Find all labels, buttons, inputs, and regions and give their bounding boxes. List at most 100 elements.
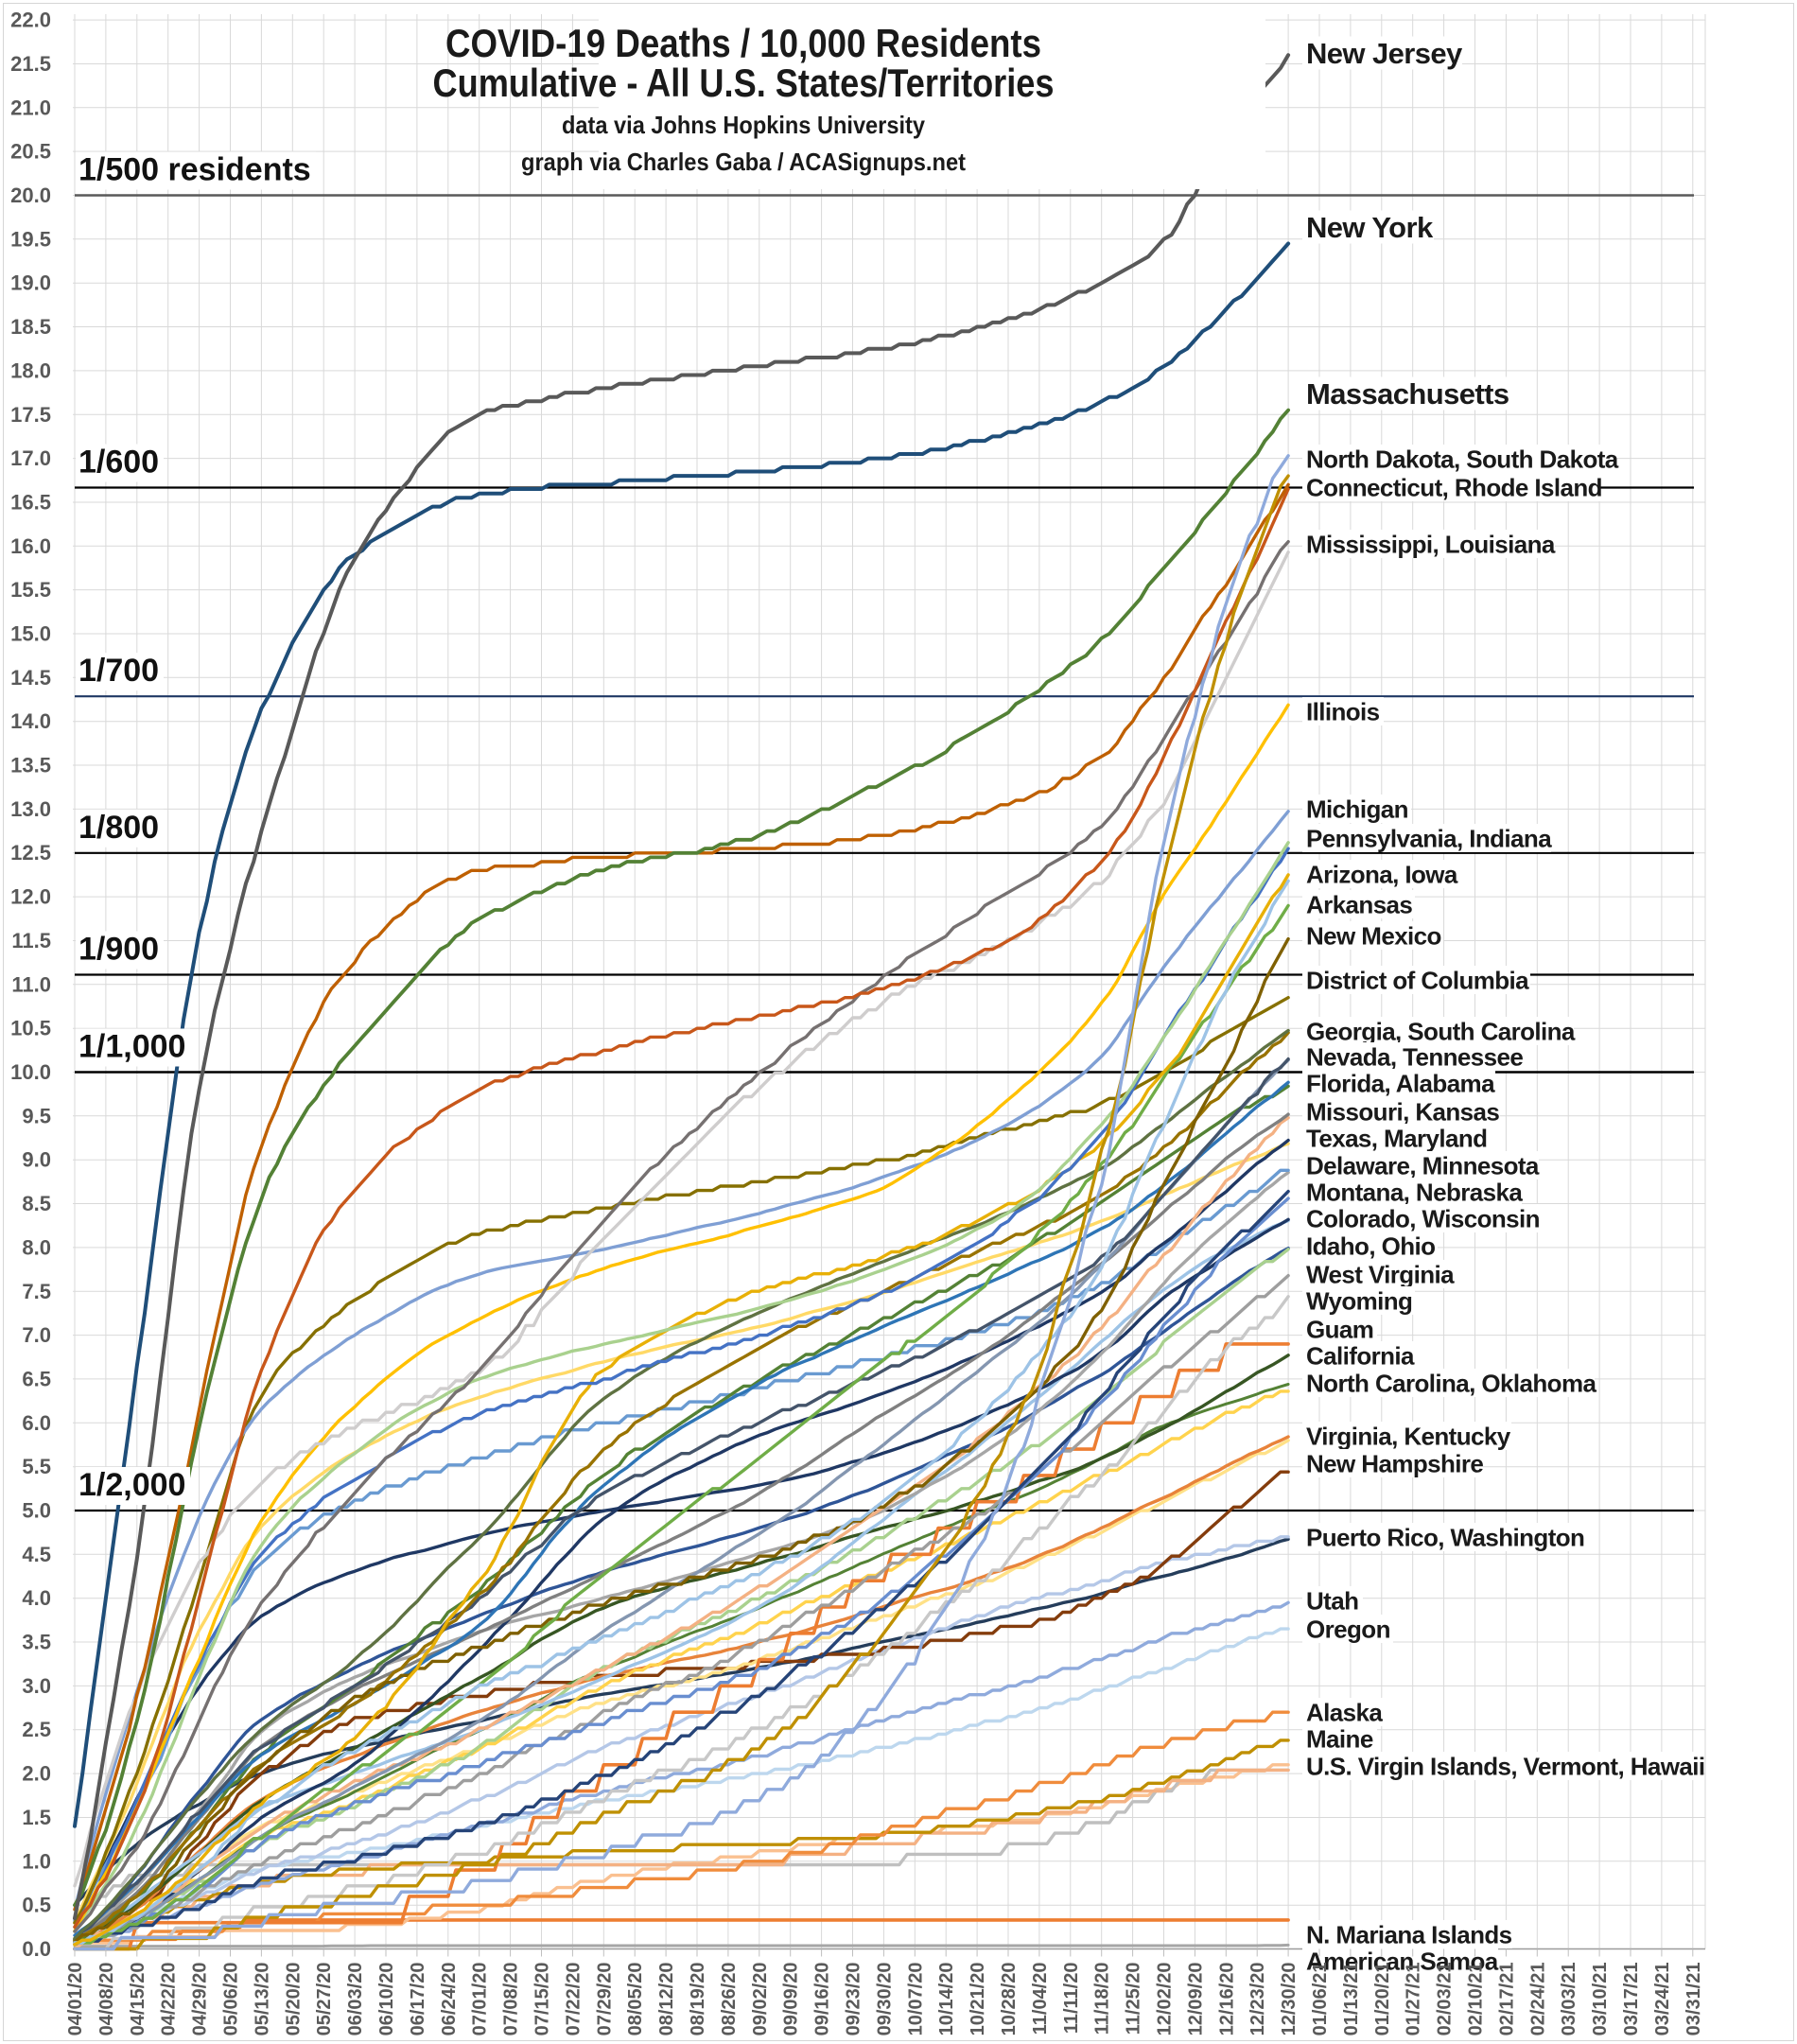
svg-text:20.0: 20.0 [10, 183, 51, 207]
svg-text:COVID-19 Deaths / 10,000 Resid: COVID-19 Deaths / 10,000 Residents [445, 21, 1041, 65]
svg-text:04/29/20: 04/29/20 [190, 1963, 211, 2036]
svg-text:5.5: 5.5 [22, 1455, 51, 1478]
svg-text:Oregon: Oregon [1306, 1615, 1390, 1643]
svg-text:02/10/21: 02/10/21 [1466, 1963, 1487, 2036]
svg-text:Puerto Rico, Washington: Puerto Rico, Washington [1306, 1523, 1584, 1551]
svg-text:3.5: 3.5 [22, 1631, 51, 1654]
svg-text:03/31/21: 03/31/21 [1684, 1963, 1704, 2036]
svg-text:04/15/20: 04/15/20 [128, 1963, 148, 2036]
svg-text:Massachusetts: Massachusetts [1306, 377, 1509, 411]
svg-text:U.S. Virgin Islands, Vermont,: U.S. Virgin Islands, Vermont, Hawaii [1306, 1752, 1705, 1780]
svg-text:New Hampshire: New Hampshire [1306, 1449, 1483, 1477]
svg-text:11.5: 11.5 [11, 929, 51, 952]
svg-text:05/20/20: 05/20/20 [283, 1963, 304, 2036]
svg-text:09/30/20: 09/30/20 [874, 1963, 895, 2036]
svg-text:15.0: 15.0 [10, 622, 51, 646]
svg-text:10/28/20: 10/28/20 [999, 1963, 1020, 2036]
svg-text:West Virginia: West Virginia [1306, 1260, 1455, 1288]
svg-text:2.5: 2.5 [22, 1718, 51, 1741]
svg-text:06/03/20: 06/03/20 [345, 1963, 366, 2036]
svg-text:10/21/20: 10/21/20 [968, 1963, 988, 2036]
svg-text:Alaska: Alaska [1306, 1698, 1383, 1726]
svg-text:02/03/21: 02/03/21 [1435, 1963, 1456, 2036]
svg-text:9.0: 9.0 [22, 1148, 51, 1172]
svg-text:08/12/20: 08/12/20 [656, 1963, 677, 2036]
svg-text:13.5: 13.5 [10, 754, 51, 777]
svg-text:14.0: 14.0 [10, 709, 51, 733]
svg-text:11/25/20: 11/25/20 [1124, 1963, 1144, 2035]
svg-text:8.0: 8.0 [22, 1235, 51, 1259]
svg-text:0.0: 0.0 [22, 1937, 51, 1961]
svg-text:11/11/20: 11/11/20 [1061, 1963, 1082, 2035]
svg-text:08/19/20: 08/19/20 [688, 1963, 708, 2036]
svg-text:7.5: 7.5 [22, 1280, 51, 1303]
svg-text:9.5: 9.5 [22, 1104, 51, 1127]
svg-text:16.5: 16.5 [10, 491, 51, 515]
svg-text:09/16/20: 09/16/20 [812, 1963, 833, 2036]
svg-text:1/900: 1/900 [79, 932, 159, 968]
svg-text:22.0: 22.0 [10, 9, 51, 32]
svg-text:21.0: 21.0 [10, 96, 51, 119]
svg-text:09/09/20: 09/09/20 [781, 1963, 802, 2036]
svg-text:21.5: 21.5 [10, 52, 51, 76]
svg-text:Cumulative - All U.S. States/T: Cumulative - All U.S. States/Territories [433, 61, 1055, 105]
svg-text:11/04/20: 11/04/20 [1030, 1963, 1051, 2035]
svg-text:Delaware, Minnesota: Delaware, Minnesota [1306, 1151, 1540, 1179]
svg-text:1/500 residents: 1/500 residents [79, 152, 311, 188]
svg-text:2.0: 2.0 [22, 1762, 51, 1786]
svg-text:Mississippi, Louisiana: Mississippi, Louisiana [1306, 530, 1556, 558]
svg-text:12.0: 12.0 [10, 885, 51, 909]
svg-text:12/30/20: 12/30/20 [1279, 1963, 1300, 2036]
svg-text:12/16/20: 12/16/20 [1216, 1963, 1237, 2036]
svg-text:06/24/20: 06/24/20 [439, 1963, 460, 2036]
svg-text:Illinois: Illinois [1306, 697, 1380, 725]
svg-text:03/17/21: 03/17/21 [1621, 1963, 1642, 2036]
svg-text:Georgia, South Carolina: Georgia, South Carolina [1306, 1017, 1576, 1045]
svg-text:1/2,000: 1/2,000 [79, 1467, 185, 1503]
svg-text:06/10/20: 06/10/20 [376, 1963, 397, 2036]
svg-text:Guam: Guam [1306, 1315, 1373, 1343]
svg-text:17.5: 17.5 [10, 403, 51, 427]
svg-text:10/07/20: 10/07/20 [905, 1963, 926, 2036]
svg-text:16.0: 16.0 [10, 534, 51, 558]
svg-text:18.5: 18.5 [10, 315, 51, 339]
svg-text:05/06/20: 05/06/20 [221, 1963, 242, 2036]
svg-text:04/01/20: 04/01/20 [65, 1963, 86, 2036]
svg-text:05/27/20: 05/27/20 [314, 1963, 335, 2036]
svg-text:1.5: 1.5 [22, 1806, 51, 1829]
svg-text:6.5: 6.5 [22, 1367, 51, 1390]
svg-text:5.0: 5.0 [22, 1499, 51, 1523]
svg-text:North Dakota, South Dakota: North Dakota, South Dakota [1306, 445, 1619, 473]
svg-text:12/02/20: 12/02/20 [1155, 1963, 1176, 2036]
svg-text:02/17/21: 02/17/21 [1496, 1963, 1517, 2036]
svg-text:03/03/21: 03/03/21 [1559, 1963, 1579, 2036]
svg-text:01/06/21: 01/06/21 [1310, 1963, 1331, 2036]
svg-text:09/23/20: 09/23/20 [844, 1963, 864, 2036]
svg-text:17.0: 17.0 [10, 446, 51, 470]
svg-text:07/15/20: 07/15/20 [532, 1963, 553, 2036]
svg-text:Utah: Utah [1306, 1586, 1358, 1615]
svg-text:8.5: 8.5 [22, 1192, 51, 1215]
svg-text:Florida, Alabama: Florida, Alabama [1306, 1069, 1495, 1097]
svg-text:Missouri, Kansas: Missouri, Kansas [1306, 1097, 1499, 1126]
svg-text:01/20/21: 01/20/21 [1372, 1963, 1393, 2036]
svg-text:1/700: 1/700 [79, 653, 159, 689]
svg-text:14.5: 14.5 [10, 666, 51, 690]
svg-text:07/29/20: 07/29/20 [594, 1963, 615, 2036]
svg-text:05/13/20: 05/13/20 [252, 1963, 272, 2036]
svg-text:Michigan: Michigan [1306, 795, 1408, 823]
svg-text:08/26/20: 08/26/20 [719, 1963, 740, 2036]
svg-text:02/24/21: 02/24/21 [1527, 1963, 1548, 2036]
svg-text:07/08/20: 07/08/20 [501, 1963, 522, 2036]
svg-text:Connecticut, Rhode Island: Connecticut, Rhode Island [1306, 473, 1602, 501]
svg-text:08/05/20: 08/05/20 [625, 1963, 646, 2036]
svg-text:1/600: 1/600 [79, 445, 159, 480]
svg-text:data via Johns Hopkins Univers: data via Johns Hopkins University [562, 111, 925, 139]
svg-text:12/23/20: 12/23/20 [1247, 1963, 1268, 2036]
svg-text:Arkansas: Arkansas [1306, 890, 1412, 918]
svg-text:4.5: 4.5 [22, 1543, 51, 1566]
svg-text:18.0: 18.0 [10, 358, 51, 382]
svg-text:New Jersey: New Jersey [1306, 37, 1463, 70]
svg-text:13.0: 13.0 [10, 797, 51, 821]
svg-text:07/22/20: 07/22/20 [563, 1963, 584, 2036]
